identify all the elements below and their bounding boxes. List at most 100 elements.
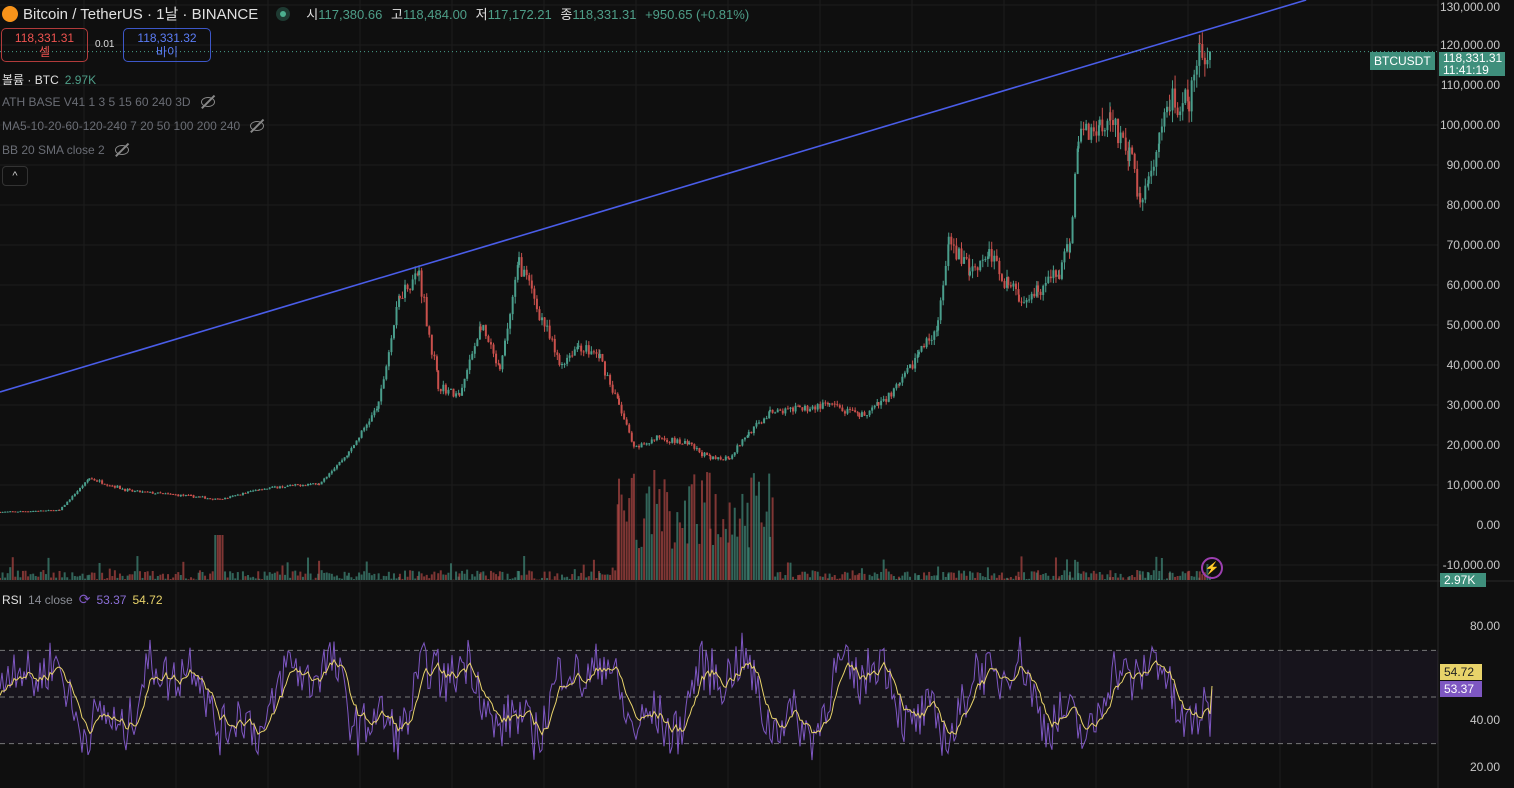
- candle-body: [296, 484, 299, 486]
- last-price: 118,331.31: [1443, 51, 1503, 65]
- price-tick-label: 50,000.00: [1446, 318, 1500, 332]
- candle-body: [640, 443, 643, 448]
- volume-bar: [131, 574, 134, 580]
- hidden-eye-icon[interactable]: [114, 145, 129, 155]
- volume-bar: [984, 577, 987, 580]
- volume-bar: [197, 572, 200, 580]
- candle-body: [1028, 299, 1031, 301]
- candle-body: [606, 375, 609, 377]
- volume-bar: [971, 572, 974, 580]
- volume-bar: [276, 571, 279, 580]
- candle-body: [909, 364, 912, 368]
- volume-bar: [630, 477, 633, 580]
- volume-bar: [947, 572, 950, 580]
- candle-body: [487, 336, 490, 343]
- price-tick-label: 90,000.00: [1446, 158, 1500, 172]
- volume-bar: [229, 571, 232, 580]
- open-value: 117,380.66: [318, 7, 383, 22]
- volume-bar: [511, 578, 514, 580]
- candle-body: [221, 498, 224, 500]
- volume-legend[interactable]: 볼륨 · BTC 2.97K: [2, 71, 96, 88]
- candle-body: [1184, 89, 1187, 104]
- candle-body: [952, 244, 955, 246]
- candle-body: [346, 455, 349, 458]
- volume-bar: [479, 572, 482, 580]
- candle-body: [1071, 217, 1074, 244]
- candle-body: [455, 393, 458, 397]
- candle-body: [373, 410, 376, 416]
- volume-bar: [995, 577, 998, 580]
- candle-body: [247, 491, 250, 494]
- volume-bar: [523, 556, 526, 580]
- candle-body: [241, 492, 244, 496]
- price-tick-label: -10,000.00: [1442, 558, 1500, 572]
- candle-body: [781, 410, 784, 414]
- volume-bar: [1017, 577, 1020, 580]
- volume-bar: [1098, 571, 1101, 580]
- candle-body: [618, 398, 621, 405]
- volume-bar: [768, 473, 771, 580]
- volume-bar: [976, 572, 979, 580]
- buy-button[interactable]: 118,331.32 바이: [123, 28, 211, 62]
- lightning-alert-icon[interactable]: ⚡: [1201, 557, 1223, 579]
- candle-body: [335, 465, 338, 469]
- volume-bar: [482, 571, 485, 580]
- candle-body: [528, 275, 531, 281]
- rsi-ma-line: [0, 658, 1213, 736]
- hidden-eye-icon[interactable]: [200, 97, 215, 107]
- candle-body: [746, 435, 749, 438]
- refresh-icon[interactable]: ⟳: [78, 591, 91, 607]
- market-status-icon[interactable]: [276, 6, 291, 21]
- volume-bar: [172, 577, 175, 580]
- candle-body: [1085, 123, 1088, 131]
- volume-bar: [509, 579, 512, 580]
- candle-body: [425, 297, 428, 327]
- candle-body: [592, 351, 595, 353]
- candle-body: [254, 489, 257, 491]
- symbol-price-tag: BTCUSDT: [1370, 52, 1435, 70]
- symbol-title[interactable]: Bitcoin / TetherUS · 1날 · BINANCE: [23, 6, 259, 23]
- candle-body: [447, 389, 450, 394]
- change-value: +950.65 (+0.81%): [645, 7, 750, 22]
- candle-body: [609, 375, 612, 385]
- candle-body: [916, 354, 919, 358]
- rsi-legend[interactable]: RSI 14 close ⟳ 53.37 54.72: [2, 591, 163, 608]
- volume-bar: [1133, 577, 1136, 580]
- bb-legend[interactable]: BB 20 SMA close 2: [2, 143, 129, 157]
- candle-body: [509, 314, 512, 329]
- candle-body: [1080, 128, 1083, 142]
- hidden-eye-icon[interactable]: [250, 121, 265, 131]
- volume-bar: [1047, 575, 1050, 580]
- sell-button[interactable]: 118,331.31 셀: [1, 28, 88, 62]
- volume-bar: [909, 576, 912, 580]
- volume-bar: [614, 570, 617, 580]
- candle-body: [21, 511, 24, 513]
- candle-body: [846, 408, 849, 414]
- candle-body: [930, 339, 933, 341]
- volume-bar: [149, 575, 152, 580]
- volume-bar: [495, 574, 498, 580]
- ma-label: MA5-10-20-60-120-240 7 20 50 100 200 240: [2, 119, 241, 133]
- volume-bar: [944, 576, 947, 580]
- ath-legend[interactable]: ATH BASE V41 1 3 5 15 60 240 3D: [2, 95, 215, 109]
- candle-body: [535, 298, 538, 310]
- candle-body: [786, 408, 789, 410]
- candle-body: [418, 270, 421, 276]
- price-tick-label: 70,000.00: [1446, 238, 1500, 252]
- candle-body: [167, 493, 170, 495]
- collapse-legend-button[interactable]: ^: [2, 166, 28, 186]
- volume-bar: [925, 575, 928, 580]
- candle-body: [856, 412, 859, 414]
- price-tick-label: 110,000.00: [1440, 78, 1500, 92]
- ma-legend[interactable]: MA5-10-20-60-120-240 7 20 50 100 200 240: [2, 119, 265, 133]
- volume-bar: [695, 524, 698, 580]
- volume-bar: [917, 574, 920, 580]
- candle-body: [551, 338, 554, 340]
- volume-bar: [221, 535, 224, 580]
- volume-bar: [1117, 577, 1120, 580]
- candle-body: [433, 354, 436, 357]
- volume-bar: [709, 528, 712, 580]
- candle-body: [330, 471, 333, 474]
- volume-bar: [1006, 577, 1009, 580]
